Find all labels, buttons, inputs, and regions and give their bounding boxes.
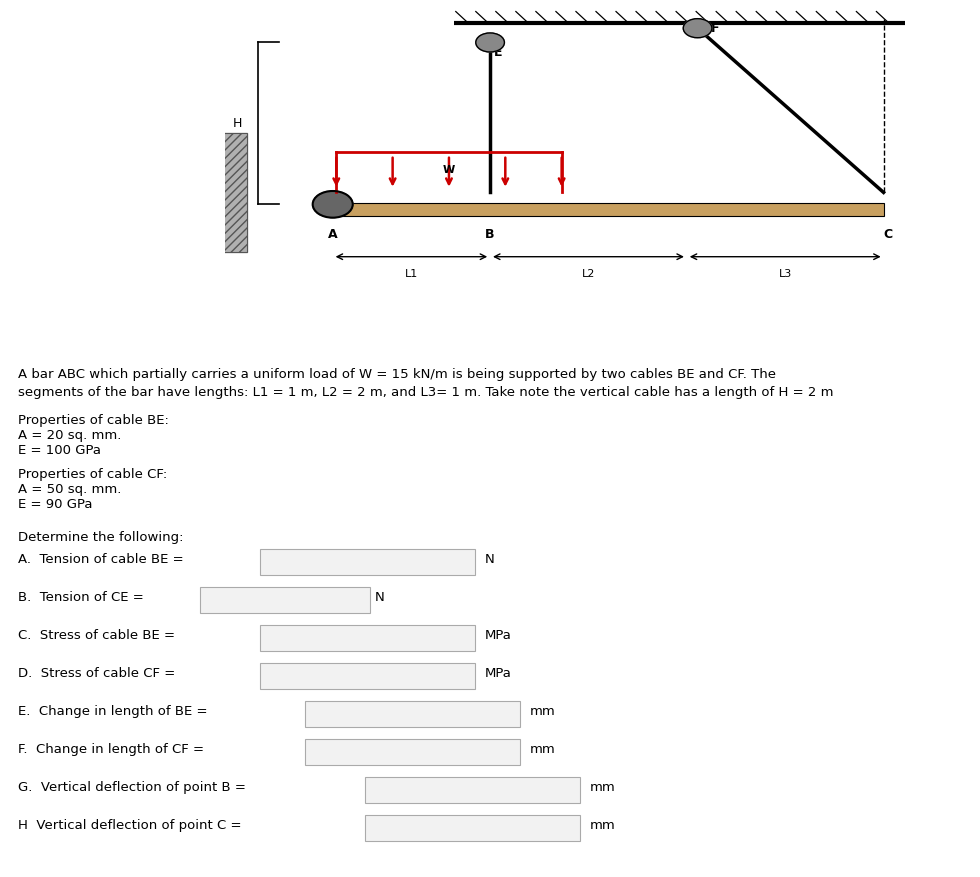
Text: A = 20 sq. mm.: A = 20 sq. mm.	[18, 429, 122, 442]
Text: Properties of cable BE:: Properties of cable BE:	[18, 414, 169, 427]
Bar	[365, 815, 580, 841]
Text: A = 50 sq. mm.: A = 50 sq. mm.	[18, 483, 122, 496]
Text: E = 100 GPa: E = 100 GPa	[18, 444, 101, 457]
Circle shape	[476, 33, 505, 52]
Text: Properties of cable CF:: Properties of cable CF:	[18, 468, 168, 481]
Text: E: E	[494, 46, 502, 60]
Bar	[211, 133, 247, 252]
Text: H: H	[233, 117, 242, 130]
Text: N: N	[375, 591, 385, 604]
Bar	[332, 203, 884, 217]
Text: N: N	[485, 553, 495, 566]
Circle shape	[683, 18, 711, 38]
Text: H  Vertical deflection of point C =: H Vertical deflection of point C =	[18, 819, 241, 832]
Text: L2: L2	[582, 268, 595, 279]
Bar	[365, 777, 580, 803]
Bar	[260, 625, 475, 651]
Bar	[305, 739, 520, 765]
Bar	[260, 549, 475, 575]
Text: mm: mm	[590, 781, 615, 794]
Text: F: F	[710, 22, 719, 35]
Text: F.  Change in length of CF =: F. Change in length of CF =	[18, 743, 204, 756]
Bar	[200, 587, 370, 613]
Circle shape	[313, 191, 353, 217]
Text: A.  Tension of cable BE =: A. Tension of cable BE =	[18, 553, 183, 566]
Bar	[211, 133, 247, 252]
Text: MPa: MPa	[485, 667, 512, 680]
Text: B.  Tension of CE =: B. Tension of CE =	[18, 591, 144, 604]
Text: L1: L1	[405, 268, 418, 279]
Text: mm: mm	[530, 743, 556, 756]
Text: segments of the bar have lengths: L1 = 1 m, L2 = 2 m, and L3= 1 m. Take note the: segments of the bar have lengths: L1 = 1…	[18, 386, 834, 399]
Text: E.  Change in length of BE =: E. Change in length of BE =	[18, 705, 208, 718]
Text: C.  Stress of cable BE =: C. Stress of cable BE =	[18, 629, 175, 642]
Text: mm: mm	[530, 705, 556, 718]
Text: A bar ABC which partially carries a uniform load of W = 15 kN/m is being support: A bar ABC which partially carries a unif…	[18, 368, 776, 381]
Text: MPa: MPa	[485, 629, 512, 642]
Text: B: B	[485, 228, 495, 241]
Text: Determine the following:: Determine the following:	[18, 531, 183, 544]
Text: G.  Vertical deflection of point B =: G. Vertical deflection of point B =	[18, 781, 246, 794]
Text: A: A	[328, 228, 337, 241]
Bar	[260, 663, 475, 689]
Text: C: C	[884, 228, 893, 241]
Text: L3: L3	[778, 268, 792, 279]
Text: W: W	[443, 165, 455, 175]
Text: mm: mm	[590, 819, 615, 832]
Text: E = 90 GPa: E = 90 GPa	[18, 498, 92, 511]
Bar	[305, 701, 520, 727]
Text: D.  Stress of cable CF =: D. Stress of cable CF =	[18, 667, 175, 680]
